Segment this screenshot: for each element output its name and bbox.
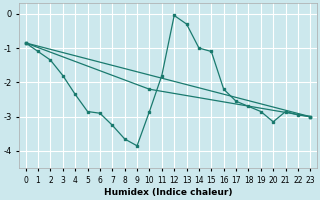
X-axis label: Humidex (Indice chaleur): Humidex (Indice chaleur): [104, 188, 232, 197]
